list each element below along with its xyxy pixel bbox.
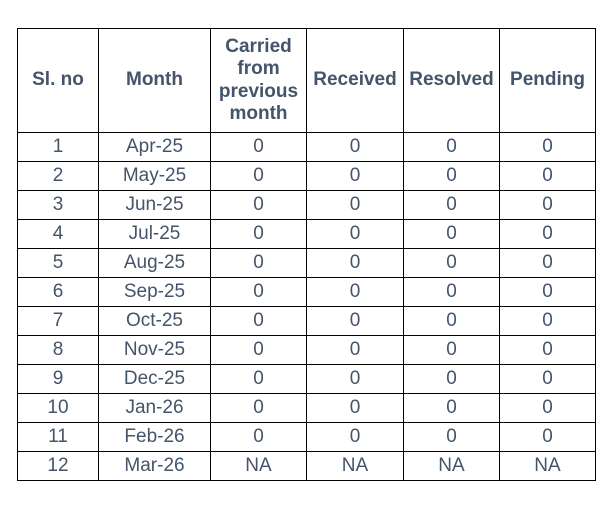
cell-month: Dec-25 [98, 364, 211, 394]
header-row: Sl. no Month Carried from previous month… [17, 28, 596, 133]
cell-month: Sep-25 [98, 277, 211, 307]
cell-pending: 0 [499, 335, 596, 365]
cell-received: 0 [306, 335, 404, 365]
cell-carried: 0 [210, 277, 307, 307]
cell-month: Aug-25 [98, 248, 211, 278]
column-header-month: Month [98, 28, 211, 133]
table-row: 3 Jun-25 0 0 0 0 [17, 190, 596, 220]
column-header-carried: Carried from previous month [210, 28, 307, 133]
cell-sl-no: 5 [17, 248, 99, 278]
cell-resolved: 0 [403, 335, 500, 365]
cell-pending: 0 [499, 219, 596, 249]
cell-pending: 0 [499, 422, 596, 452]
cell-received: 0 [306, 277, 404, 307]
cell-month: Jun-25 [98, 190, 211, 220]
table-row: 9 Dec-25 0 0 0 0 [17, 364, 596, 394]
cell-pending: 0 [499, 277, 596, 307]
cell-received: 0 [306, 306, 404, 336]
cell-sl-no: 10 [17, 393, 99, 423]
cell-carried: 0 [210, 190, 307, 220]
cell-pending: 0 [499, 393, 596, 423]
cell-carried: 0 [210, 422, 307, 452]
cell-received: 0 [306, 161, 404, 191]
table-row: 5 Aug-25 0 0 0 0 [17, 248, 596, 278]
cell-sl-no: 8 [17, 335, 99, 365]
cell-resolved: 0 [403, 132, 500, 162]
table-body: 1 Apr-25 0 0 0 0 2 May-25 0 0 0 0 3 Jun-… [17, 132, 596, 481]
cell-resolved: NA [403, 451, 500, 481]
cell-sl-no: 11 [17, 422, 99, 452]
cell-carried: 0 [210, 393, 307, 423]
column-header-pending: Pending [499, 28, 596, 133]
cell-received: 0 [306, 248, 404, 278]
cell-sl-no: 2 [17, 161, 99, 191]
cell-pending: 0 [499, 132, 596, 162]
table-header: Sl. no Month Carried from previous month… [17, 28, 596, 133]
cell-carried: 0 [210, 161, 307, 191]
cell-month: Oct-25 [98, 306, 211, 336]
cell-resolved: 0 [403, 364, 500, 394]
column-header-received: Received [306, 28, 404, 133]
cell-pending: 0 [499, 190, 596, 220]
cell-received: 0 [306, 422, 404, 452]
cell-sl-no: 3 [17, 190, 99, 220]
column-header-resolved: Resolved [403, 28, 500, 133]
table-row: 11 Feb-26 0 0 0 0 [17, 422, 596, 452]
cell-resolved: 0 [403, 190, 500, 220]
cell-resolved: 0 [403, 248, 500, 278]
cell-pending: 0 [499, 306, 596, 336]
table-row: 4 Jul-25 0 0 0 0 [17, 219, 596, 249]
cell-carried: 0 [210, 364, 307, 394]
cell-received: 0 [306, 364, 404, 394]
cell-resolved: 0 [403, 161, 500, 191]
cell-received: 0 [306, 190, 404, 220]
cell-carried: 0 [210, 306, 307, 336]
cell-pending: 0 [499, 364, 596, 394]
table-row: 2 May-25 0 0 0 0 [17, 161, 596, 191]
cell-pending: 0 [499, 248, 596, 278]
cell-month: Jul-25 [98, 219, 211, 249]
cell-carried: 0 [210, 335, 307, 365]
cell-received: 0 [306, 132, 404, 162]
cell-carried: NA [210, 451, 307, 481]
cell-carried: 0 [210, 132, 307, 162]
cell-resolved: 0 [403, 422, 500, 452]
table-row: 10 Jan-26 0 0 0 0 [17, 393, 596, 423]
cell-resolved: 0 [403, 306, 500, 336]
grievance-monthly-table: Sl. no Month Carried from previous month… [17, 28, 596, 481]
cell-sl-no: 4 [17, 219, 99, 249]
cell-resolved: 0 [403, 393, 500, 423]
cell-month: Feb-26 [98, 422, 211, 452]
cell-sl-no: 1 [17, 132, 99, 162]
cell-month: Nov-25 [98, 335, 211, 365]
table-row: 8 Nov-25 0 0 0 0 [17, 335, 596, 365]
table-row: 6 Sep-25 0 0 0 0 [17, 277, 596, 307]
cell-month: Jan-26 [98, 393, 211, 423]
cell-month: Apr-25 [98, 132, 211, 162]
cell-sl-no: 6 [17, 277, 99, 307]
cell-sl-no: 7 [17, 306, 99, 336]
cell-pending: NA [499, 451, 596, 481]
cell-resolved: 0 [403, 219, 500, 249]
cell-resolved: 0 [403, 277, 500, 307]
table-row: 12 Mar-26 NA NA NA NA [17, 451, 596, 481]
cell-received: 0 [306, 393, 404, 423]
cell-month: Mar-26 [98, 451, 211, 481]
cell-received: NA [306, 451, 404, 481]
cell-carried: 0 [210, 248, 307, 278]
cell-received: 0 [306, 219, 404, 249]
column-header-sl-no: Sl. no [17, 28, 99, 133]
table-row: 1 Apr-25 0 0 0 0 [17, 132, 596, 162]
cell-sl-no: 12 [17, 451, 99, 481]
cell-carried: 0 [210, 219, 307, 249]
cell-month: May-25 [98, 161, 211, 191]
table-row: 7 Oct-25 0 0 0 0 [17, 306, 596, 336]
cell-sl-no: 9 [17, 364, 99, 394]
cell-pending: 0 [499, 161, 596, 191]
